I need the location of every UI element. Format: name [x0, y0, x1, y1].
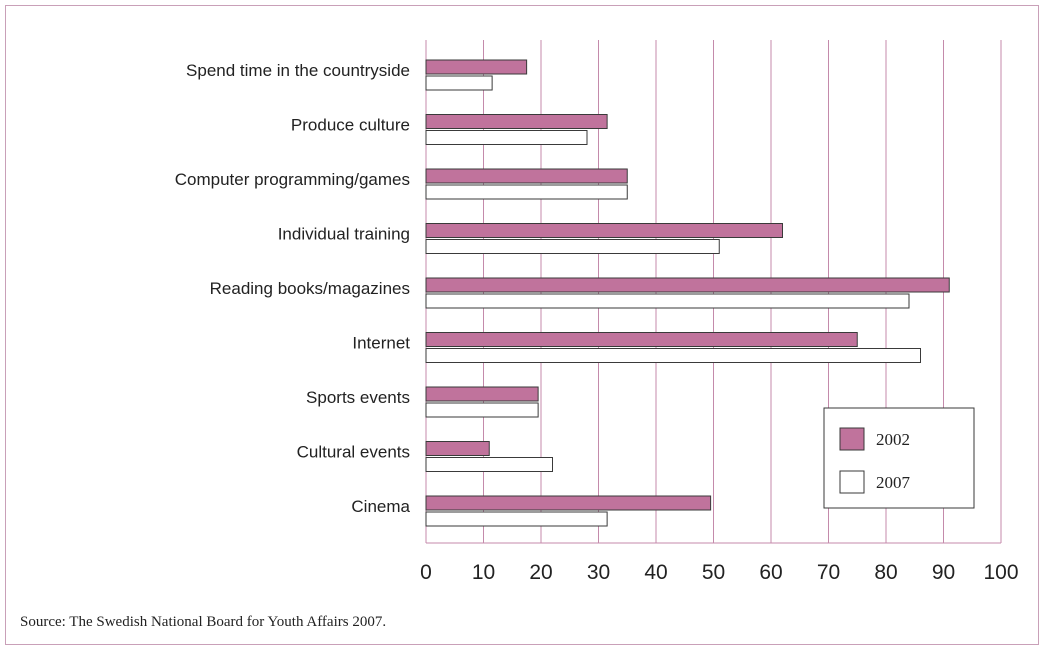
bar-2007 [425, 293, 910, 309]
chart-frame [5, 5, 1039, 645]
bar-2002 [425, 495, 712, 511]
legend: 2002 2007 [823, 407, 975, 509]
bar-2002 [425, 332, 858, 347]
x-tick-label-90: 90 [932, 561, 955, 584]
x-tick-label-80: 80 [874, 561, 897, 584]
category-label: Spend time in the countryside [186, 61, 410, 80]
bar-2002 [425, 59, 528, 75]
x-tick-label-100: 100 [983, 561, 1018, 584]
bars-group [425, 59, 950, 527]
bar-2007 [425, 511, 608, 527]
x-tick-label-40: 40 [644, 561, 667, 584]
bar-2007 [425, 130, 588, 145]
bar-2002 [425, 114, 608, 129]
bar-2002 [425, 277, 950, 293]
source-note: Source: The Swedish National Board for Y… [20, 614, 387, 630]
x-tick-label-10: 10 [472, 561, 495, 584]
bar-2007 [425, 75, 493, 91]
category-labels: Spend time in the countryside Produce cul… [175, 61, 411, 516]
bar-2002 [425, 386, 539, 402]
bar-2002 [425, 168, 628, 184]
legend-label-2007: 2007 [876, 473, 911, 492]
legend-label-2002: 2002 [876, 430, 910, 449]
x-tick-label-70: 70 [817, 561, 840, 584]
bar-2007 [425, 348, 921, 363]
x-tick-label-60: 60 [759, 561, 782, 584]
category-label: Cultural events [297, 443, 410, 462]
bar-2007 [425, 457, 553, 472]
x-tick-label-20: 20 [529, 561, 552, 584]
bar-2007 [425, 239, 720, 254]
category-label: Computer programming/games [175, 170, 410, 189]
bar-2002 [425, 223, 783, 238]
category-label: Produce culture [291, 116, 410, 135]
bar-2007 [425, 184, 628, 200]
category-label: Reading books/magazines [210, 279, 410, 298]
category-label: Internet [352, 334, 410, 353]
bar-2002 [425, 441, 490, 456]
category-label: Individual training [278, 225, 410, 244]
category-label: Sports events [306, 388, 410, 407]
category-label: Cinema [351, 497, 410, 516]
legend-swatch-2002 [839, 427, 865, 451]
x-axis: 0 10 20 30 40 50 60 70 80 90 100 [420, 561, 1018, 584]
x-tick-label-30: 30 [587, 561, 610, 584]
x-tick-label-50: 50 [702, 561, 725, 584]
x-tick-label-0: 0 [420, 561, 432, 584]
legend-swatch-2007 [839, 470, 865, 494]
bar-2007 [425, 402, 539, 418]
